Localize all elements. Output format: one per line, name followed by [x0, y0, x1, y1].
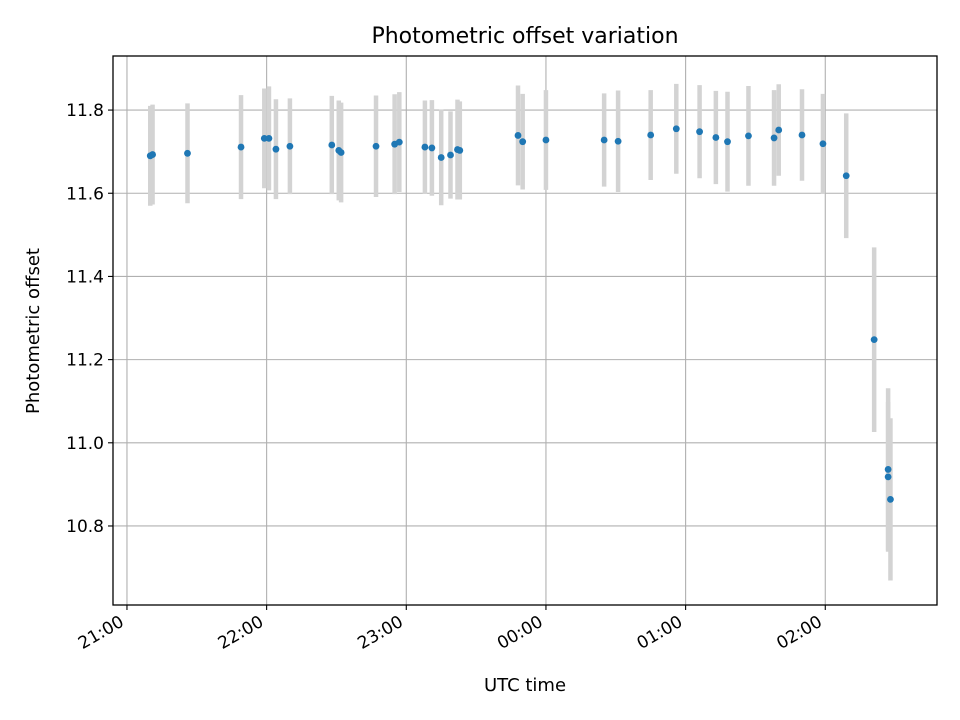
data-point	[672, 125, 680, 133]
data-point	[184, 149, 191, 157]
data-point	[870, 336, 878, 344]
data-point	[696, 128, 703, 136]
data-point	[447, 151, 454, 159]
data-point	[884, 466, 892, 473]
data-point	[437, 154, 445, 161]
y-tick-label: 11.6	[66, 184, 104, 204]
y-tick-label: 11.2	[66, 351, 104, 371]
data-point	[712, 134, 720, 141]
data-point	[237, 143, 245, 151]
data-point	[395, 138, 403, 146]
data-point	[272, 145, 280, 153]
y-tick-label: 11.4	[66, 267, 104, 287]
data-point	[600, 136, 608, 144]
data-point	[519, 138, 527, 146]
y-tick-label: 11.8	[66, 101, 104, 121]
data-point	[819, 140, 827, 148]
data-point	[884, 473, 892, 481]
data-point	[842, 172, 850, 180]
data-point	[328, 141, 336, 149]
data-point	[149, 151, 156, 158]
grid-lines	[113, 56, 937, 605]
data-point	[456, 147, 464, 154]
y-tick-label: 10.8	[66, 517, 104, 537]
data-points	[146, 125, 894, 503]
data-point	[428, 144, 436, 152]
data-point	[542, 136, 550, 144]
data-point	[337, 149, 345, 156]
data-point	[265, 134, 273, 142]
data-point	[614, 137, 622, 145]
plot-frame	[112, 55, 938, 606]
data-point	[724, 138, 731, 146]
y-tick-label: 11.0	[66, 434, 104, 454]
data-point	[775, 126, 783, 134]
x-axis-label: UTC time	[484, 675, 566, 696]
data-point	[887, 495, 894, 503]
data-point	[514, 132, 522, 139]
data-point	[798, 131, 806, 139]
data-point	[286, 142, 294, 150]
data-point	[770, 134, 778, 142]
chart-title: Photometric offset variation	[371, 24, 678, 49]
data-point	[647, 131, 655, 139]
data-point	[260, 134, 268, 142]
data-point	[372, 142, 380, 150]
data-point	[745, 132, 752, 140]
data-point	[421, 143, 429, 151]
y-axis-label: Photometric offset	[23, 248, 44, 414]
